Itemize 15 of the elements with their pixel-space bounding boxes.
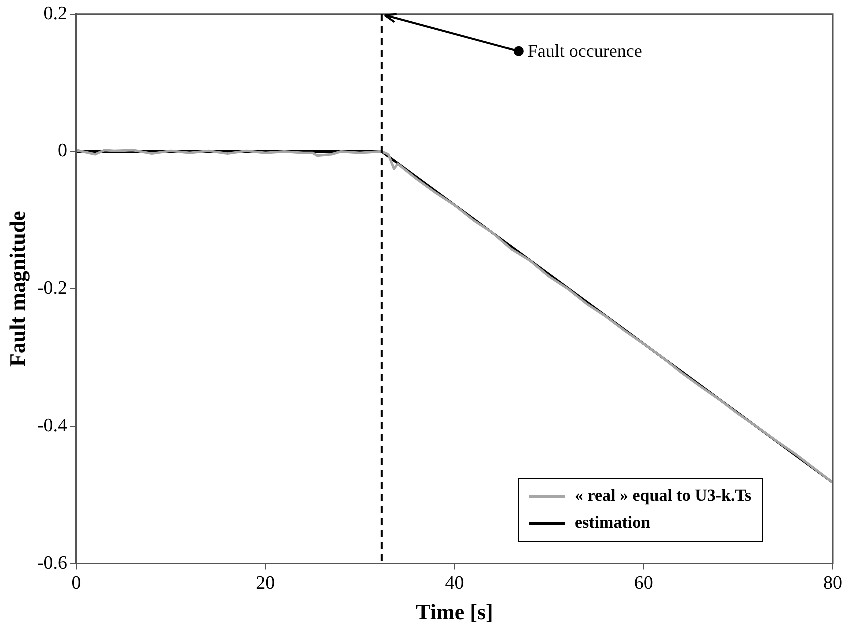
y-tick-label: -0.4 — [37, 415, 68, 436]
x-tick-label: 40 — [445, 573, 464, 594]
x-tick-label: 20 — [256, 573, 276, 594]
y-axis-title: Fault magnitude — [4, 210, 30, 368]
x-tick-label: 60 — [634, 573, 654, 594]
y-tick-label: -0.2 — [37, 278, 68, 300]
annotation: Fault occurence — [528, 41, 642, 62]
y-tick-label: -0.6 — [37, 552, 68, 574]
x-tick-label: 80 — [824, 573, 842, 594]
x-tick-label: 0 — [72, 573, 82, 594]
x-axis-title: Time [s] — [416, 599, 494, 624]
legend-label: « real » equal to U3-k.Ts — [575, 486, 752, 506]
y-tick-label: 0.2 — [44, 3, 68, 24]
y-tick-label: 0 — [58, 140, 68, 162]
legend-label: estimation — [575, 513, 651, 534]
